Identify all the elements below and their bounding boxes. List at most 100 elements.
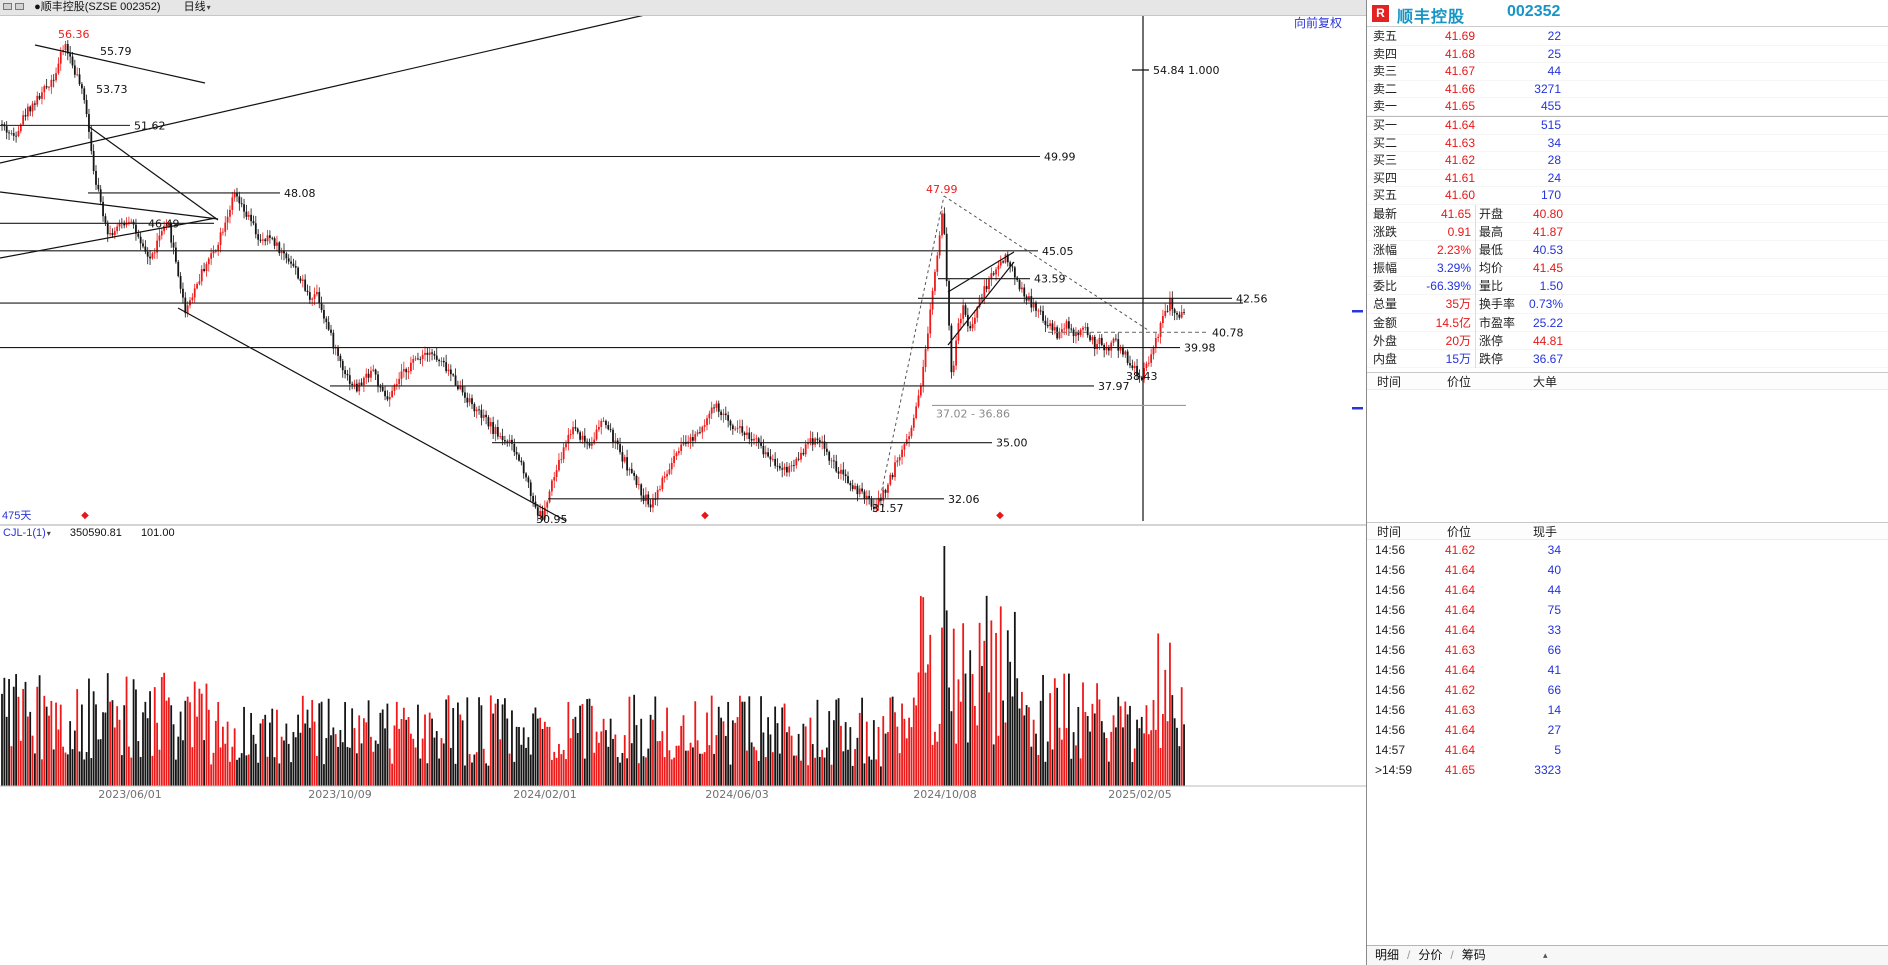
trend-line <box>947 251 1015 293</box>
stat-label: 总量 <box>1373 297 1398 312</box>
trade-price: 41.64 <box>1445 723 1476 737</box>
level-quantity: 22 <box>1547 29 1561 43</box>
price-annotation: 56.36 <box>58 28 90 41</box>
stock-name: 顺丰控股 <box>1397 9 1466 26</box>
level-label: 卖一 <box>1373 99 1398 114</box>
minimize-icon[interactable] <box>3 3 12 10</box>
price-level-label: 48.08 <box>284 187 316 200</box>
level-price: 41.63 <box>1445 135 1476 150</box>
stat-value: -66.39% <box>1426 279 1471 294</box>
indicator-header[interactable]: CJL-1(1)▾ 350590.81 101.00 <box>0 526 1366 540</box>
trend-line <box>34 44 206 84</box>
indicator-name[interactable]: CJL-1(1)▾ <box>3 527 51 539</box>
trade-row: 14:56 41.64 33 <box>1367 620 1888 640</box>
x-axis-label: 2024/06/03 <box>705 788 768 800</box>
candlestick-chart[interactable]: 51.62 49.99 48.08 46.49 45.05 43.59 42.56 40.78… <box>0 16 1366 800</box>
stat-label: 委比 <box>1373 279 1398 294</box>
bid-row[interactable]: 买五 41.60 170 <box>1367 187 1888 205</box>
window-controls[interactable] <box>3 0 27 15</box>
event-diamond-icon: ◆ <box>996 510 1004 521</box>
chart-title: ●顺丰控股(SZSE 002352) <box>34 1 161 14</box>
bid-row[interactable]: 买三 41.62 28 <box>1367 152 1888 170</box>
x-axis-label: 2023/10/09 <box>308 788 371 800</box>
bid-ask-divider <box>1367 115 1888 117</box>
level-quantity: 3271 <box>1534 81 1561 96</box>
col-price: 价位 <box>1447 375 1472 389</box>
stat-value: 41.87 <box>1532 225 1563 240</box>
price-level-label: 32.06 <box>948 493 980 506</box>
level-price: 41.68 <box>1445 46 1476 61</box>
tab-detail[interactable]: 明细 <box>1375 948 1400 962</box>
col-time: 时间 <box>1377 375 1402 389</box>
quote-panel: R 顺丰控股 002352 卖五 41.69 22 卖四 41.68 25 卖三 41.67 4… <box>1366 0 1888 965</box>
panel-tabs: 明细 / 分价 / 筹码 ▴ <box>1367 945 1888 965</box>
level-label: 卖四 <box>1373 46 1398 61</box>
dotted-guide-line <box>877 195 945 509</box>
stat-label: 跌停 <box>1479 351 1504 366</box>
trade-time: 14:56 <box>1375 603 1406 617</box>
level-quantity: 455 <box>1540 99 1561 114</box>
trades-list[interactable]: 14:56 41.62 34 14:56 41.64 40 14:56 41.64 44 14:5… <box>1367 540 1888 780</box>
price-level-label: 46.49 <box>148 217 180 230</box>
scale-marker <box>1352 310 1363 313</box>
ask-row[interactable]: 卖三 41.67 44 <box>1367 63 1888 81</box>
price-level-label: 35.00 <box>996 437 1028 450</box>
level-quantity: 25 <box>1547 46 1561 61</box>
level-price: 41.62 <box>1445 153 1476 168</box>
stat-label: 金额 <box>1373 315 1398 330</box>
x-axis: 2023/06/01 2023/10/09 2024/02/01 2024/06/03… <box>98 788 1171 800</box>
tab-price-dist[interactable]: 分价 <box>1418 948 1443 962</box>
level-price: 41.65 <box>1445 99 1476 114</box>
trade-volume: 66 <box>1547 683 1561 697</box>
trade-price: 41.65 <box>1445 763 1476 777</box>
stat-value: 0.73% <box>1528 297 1563 312</box>
price-level-label: 42.56 <box>1236 292 1268 305</box>
trend-line <box>87 125 219 221</box>
tab-chips[interactable]: 筹码 <box>1461 948 1486 962</box>
bid-row[interactable]: 买一 41.64 515 <box>1367 117 1888 135</box>
period-selector[interactable]: 日线▾ <box>184 1 211 13</box>
trade-price: 41.62 <box>1445 683 1476 697</box>
trade-row: 14:56 41.64 41 <box>1367 660 1888 680</box>
stat-label: 涨停 <box>1479 333 1504 348</box>
bid-row[interactable]: 买四 41.61 24 <box>1367 170 1888 188</box>
r-logo-icon: R <box>1372 5 1389 22</box>
level-label: 卖五 <box>1373 29 1398 43</box>
trade-price: 41.64 <box>1445 623 1476 637</box>
trade-volume: 34 <box>1547 543 1561 557</box>
stat-label: 最高 <box>1479 225 1504 240</box>
level-price: 41.61 <box>1445 170 1476 185</box>
adjust-mode-link[interactable]: 向前复权 <box>1294 16 1343 30</box>
ask-row[interactable]: 卖二 41.66 3271 <box>1367 81 1888 99</box>
trades-header: 时间 价位 现手 <box>1367 522 1888 540</box>
bid-row[interactable]: 买二 41.63 34 <box>1367 135 1888 153</box>
stat-label: 振幅 <box>1373 261 1398 276</box>
ask-row[interactable]: 卖五 41.69 22 <box>1367 28 1888 46</box>
trade-row: 14:56 41.63 14 <box>1367 700 1888 720</box>
level-label: 买三 <box>1373 153 1398 168</box>
level-quantity: 170 <box>1540 188 1561 203</box>
level-price: 41.66 <box>1445 81 1476 96</box>
trade-volume: 14 <box>1547 703 1561 717</box>
chevron-down-icon: ▾ <box>46 529 51 538</box>
chevron-up-icon[interactable]: ▴ <box>1543 950 1548 960</box>
ask-row[interactable]: 卖四 41.68 25 <box>1367 46 1888 64</box>
stat-label: 内盘 <box>1373 351 1398 366</box>
level-price: 41.64 <box>1445 117 1476 132</box>
level-quantity: 515 <box>1540 117 1561 132</box>
event-diamond-icon: ◆ <box>701 510 709 521</box>
stat-row: 内盘 15万 跌停 36.67 <box>1367 350 1888 368</box>
trend-line <box>177 307 567 522</box>
trade-price: 41.63 <box>1445 643 1476 657</box>
ask-row[interactable]: 卖一 41.65 455 <box>1367 98 1888 116</box>
indicator-value-1: 350590.81 <box>69 527 122 539</box>
trade-time: >14:59 <box>1375 763 1413 777</box>
stat-value: 41.45 <box>1532 261 1563 276</box>
restore-icon[interactable] <box>15 3 24 10</box>
level-label: 买五 <box>1373 188 1398 203</box>
level-quantity: 34 <box>1547 135 1561 150</box>
trade-volume: 40 <box>1547 563 1561 577</box>
price-annotation: 55.79 <box>100 45 132 58</box>
level-price: 41.67 <box>1445 64 1476 79</box>
stat-label: 最低 <box>1479 243 1504 258</box>
